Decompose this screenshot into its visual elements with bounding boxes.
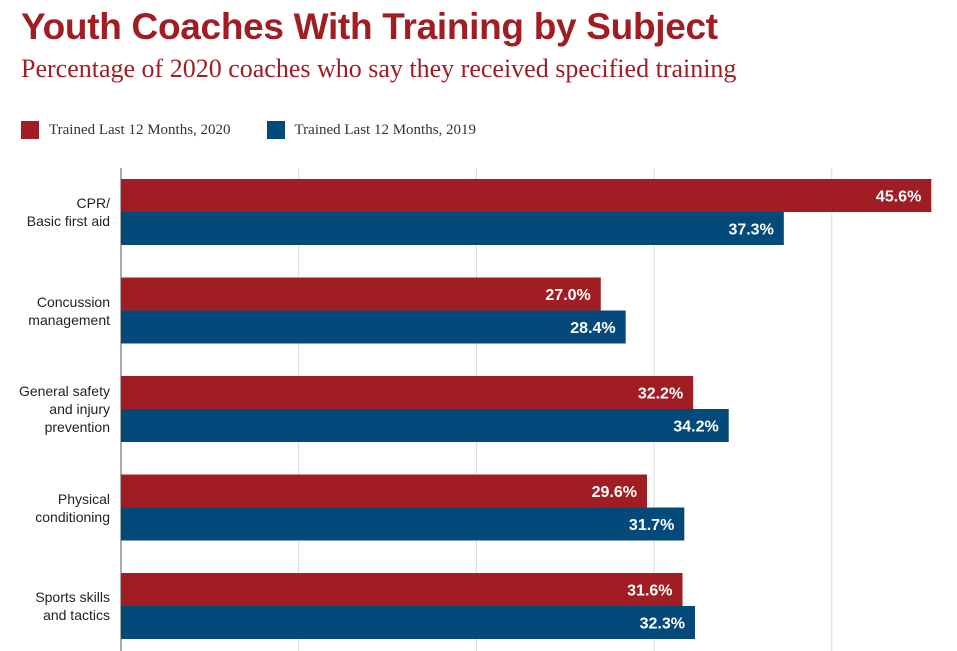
bar-value-label: 45.6% (876, 189, 921, 206)
bar (121, 212, 784, 245)
legend-item-2019: Trained Last 12 Months, 2019 (266, 121, 477, 139)
category-label-line: Concussion (36, 293, 110, 310)
category-label-line: Physical (57, 490, 110, 507)
bar-value-label: 34.2% (673, 419, 718, 436)
legend: Trained Last 12 Months, 2020 Trained Las… (21, 121, 512, 139)
category-label: CPR/Basic first aid (0, 194, 110, 230)
category-label: General safety and injury prevention (0, 382, 110, 436)
bar (121, 606, 695, 639)
legend-item-2020: Trained Last 12 Months, 2020 (21, 121, 231, 139)
bar-value-label: 28.4% (570, 320, 615, 337)
chart-title: Youth Coaches With Training by Subject (21, 6, 718, 47)
bar (121, 507, 685, 541)
category-label: Concussion management (0, 293, 110, 329)
bar-value-label: 37.3% (728, 222, 773, 239)
bar-value-label: 31.7% (629, 517, 674, 534)
bar (121, 179, 932, 212)
category-label-line: conditioning (35, 508, 110, 525)
bar-value-label: 31.6% (627, 583, 672, 600)
legend-label-2020: Trained Last 12 Months, 2020 (49, 121, 231, 138)
category-label-line: Sports skills (35, 589, 110, 605)
category-label: Sports skills and tactics (0, 588, 110, 624)
bar-value-label: 32.2% (638, 386, 683, 403)
bar-value-label: 27.0% (545, 287, 590, 304)
bar (121, 376, 694, 409)
category-label-line: and injury (49, 401, 110, 417)
category-label: Physical conditioning (0, 490, 110, 526)
bar (121, 409, 729, 442)
bar-value-label: 32.3% (640, 616, 685, 633)
category-label-line: General safety (18, 383, 110, 399)
category-label-line: and tactics (43, 607, 110, 623)
bar (121, 474, 647, 508)
bar (121, 573, 683, 606)
bar-value-label: 29.6% (592, 484, 637, 501)
legend-label-2019: Trained Last 12 Months, 2019 (294, 121, 477, 138)
bar (121, 310, 626, 344)
legend-swatch-2020 (21, 121, 39, 139)
bar (121, 277, 601, 311)
legend-swatch-2019 (266, 121, 285, 139)
category-label-line: CPR/ (76, 195, 110, 211)
category-label-line: prevention (44, 419, 110, 435)
category-label-line: Basic first aid (26, 213, 110, 229)
category-label-line: management (28, 311, 110, 328)
chart-subtitle: Percentage of 2020 coaches who say they … (21, 54, 737, 83)
